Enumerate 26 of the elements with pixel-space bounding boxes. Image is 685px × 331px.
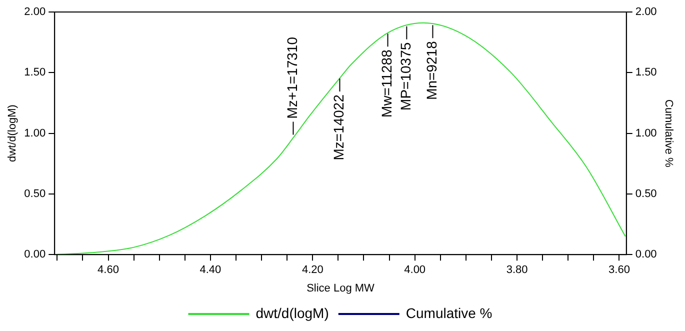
y-tick-label: 0.50 [24,188,46,200]
annotation: Mw=11288 [378,49,395,118]
y-tick-label: 1.00 [24,127,46,140]
y-tick-label: 2.00 [24,6,46,18]
x-tick-label: 4.60 [98,264,119,276]
y2-tick-label: 1.00 [635,127,657,140]
annotation: MP=10375 [398,42,414,110]
y-axis-title: dwt/d(logM) [6,104,19,162]
x-tick-label: 3.60 [608,264,630,276]
y2-axis-title: Cumulative % [662,99,674,168]
x-tick-label: 3.80 [506,264,528,276]
annotation: Mz=14022 [330,94,347,160]
x-tick-label: 4.00 [404,264,426,276]
y2-tick-label: 2.00 [635,6,657,18]
y-tick-label: 0.00 [24,248,46,261]
y2-tick-label: 1.50 [635,66,657,79]
x-tick-label: 4.40 [200,264,222,276]
y2-tick-label: 0.00 [635,248,657,261]
annotation: Mz+1=17310 [284,36,300,119]
x-tick-label: 4.20 [302,264,324,276]
y-tick-label: 1.50 [24,66,46,79]
legend-label: Cumulative % [406,304,492,321]
x-axis-title: Slice Log MW [306,282,376,294]
annotation: Mn=9218 [424,40,440,100]
legend-label: dwt/d(logM) [256,304,329,321]
y2-tick-label: 0.50 [635,188,657,200]
